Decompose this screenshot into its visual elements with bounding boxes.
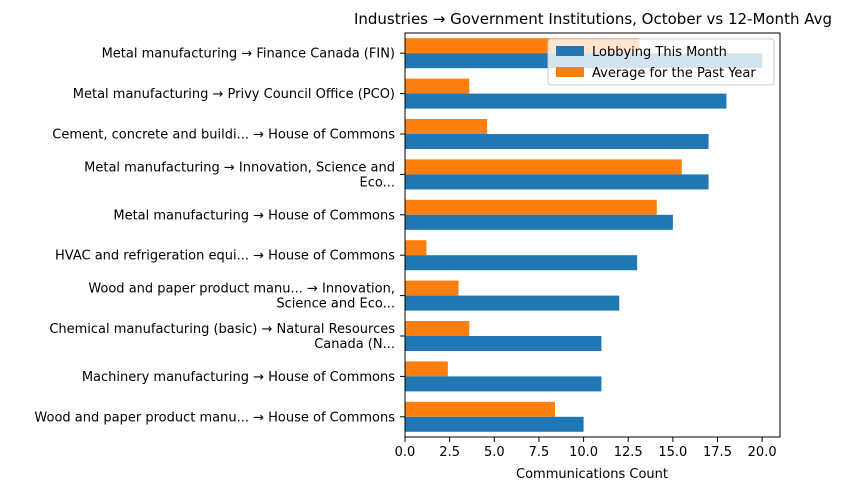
- legend-swatch-past-year: [556, 67, 584, 77]
- y-tick-label: Metal manufacturing → Innovation, Scienc…: [84, 160, 395, 190]
- x-tick-label: 2.5: [439, 445, 460, 460]
- bar-this-month: [405, 255, 638, 271]
- bar-past-year-average: [405, 401, 555, 417]
- plot-frame: [404, 32, 781, 438]
- y-tick-label: Wood and paper product manu... → Innovat…: [88, 282, 395, 312]
- bar-this-month: [405, 174, 709, 190]
- bar-past-year-average: [405, 280, 459, 296]
- bar-past-year-average: [405, 321, 470, 336]
- legend-box: [547, 38, 775, 86]
- y-tick-label: Metal manufacturing → Privy Council Offi…: [73, 87, 395, 102]
- x-tick-label: 10.0: [569, 445, 598, 460]
- bar-past-year-average: [405, 159, 682, 175]
- y-tick-label: Metal manufacturing → House of Commons: [113, 208, 395, 223]
- y-tick-label: Machinery manufacturing → House of Commo…: [82, 370, 395, 385]
- y-tick-label: Cement, concrete and buildi... → House o…: [52, 128, 395, 143]
- bars-layer: [405, 38, 763, 432]
- bar-past-year-average: [405, 240, 427, 256]
- bar-this-month: [405, 214, 673, 230]
- y-tick-label: Metal manufacturing → Finance Canada (FI…: [102, 47, 395, 62]
- bar-this-month: [405, 336, 602, 351]
- x-tick-label: 0.0: [395, 445, 416, 460]
- x-tick-label: 7.5: [529, 445, 550, 460]
- x-axis: 0.0 2.5 5.0 7.5 10.0 12.5 15.0 17.5 20.0: [395, 437, 777, 460]
- x-tick-label: 5.0: [484, 445, 505, 460]
- bar-past-year-average: [405, 199, 657, 215]
- y-tick-label: Chemical manufacturing (basic) → Natural…: [49, 322, 395, 352]
- x-tick-label: 17.5: [703, 445, 732, 460]
- legend-label-this-month: Lobbying This Month: [592, 45, 727, 60]
- legend-swatch-this-month: [556, 46, 584, 56]
- bar-this-month: [405, 134, 709, 149]
- x-tick-label: 20.0: [748, 445, 777, 460]
- y-axis: Metal manufacturing → Finance Canada (FI…: [34, 47, 405, 425]
- legend: Lobbying This Month Average for the Past …: [547, 38, 775, 86]
- y-tick-label: HVAC and refrigeration equi... → House o…: [55, 249, 395, 264]
- legend-label-past-year: Average for the Past Year: [592, 66, 756, 81]
- bar-past-year-average: [405, 119, 488, 134]
- bar-this-month: [405, 295, 620, 311]
- y-tick-label: Wood and paper product manu... → House o…: [34, 410, 395, 425]
- x-tick-label: 15.0: [658, 445, 687, 460]
- bar-this-month: [405, 93, 727, 109]
- x-axis-label: Communications Count: [516, 467, 668, 482]
- chart-title: Industries → Government Institutions, Oc…: [354, 10, 832, 28]
- bar-this-month: [405, 416, 584, 432]
- bar-this-month: [405, 376, 602, 392]
- x-tick-label: 12.5: [614, 445, 643, 460]
- bar-past-year-average: [405, 361, 448, 377]
- bar-past-year-average: [405, 78, 470, 94]
